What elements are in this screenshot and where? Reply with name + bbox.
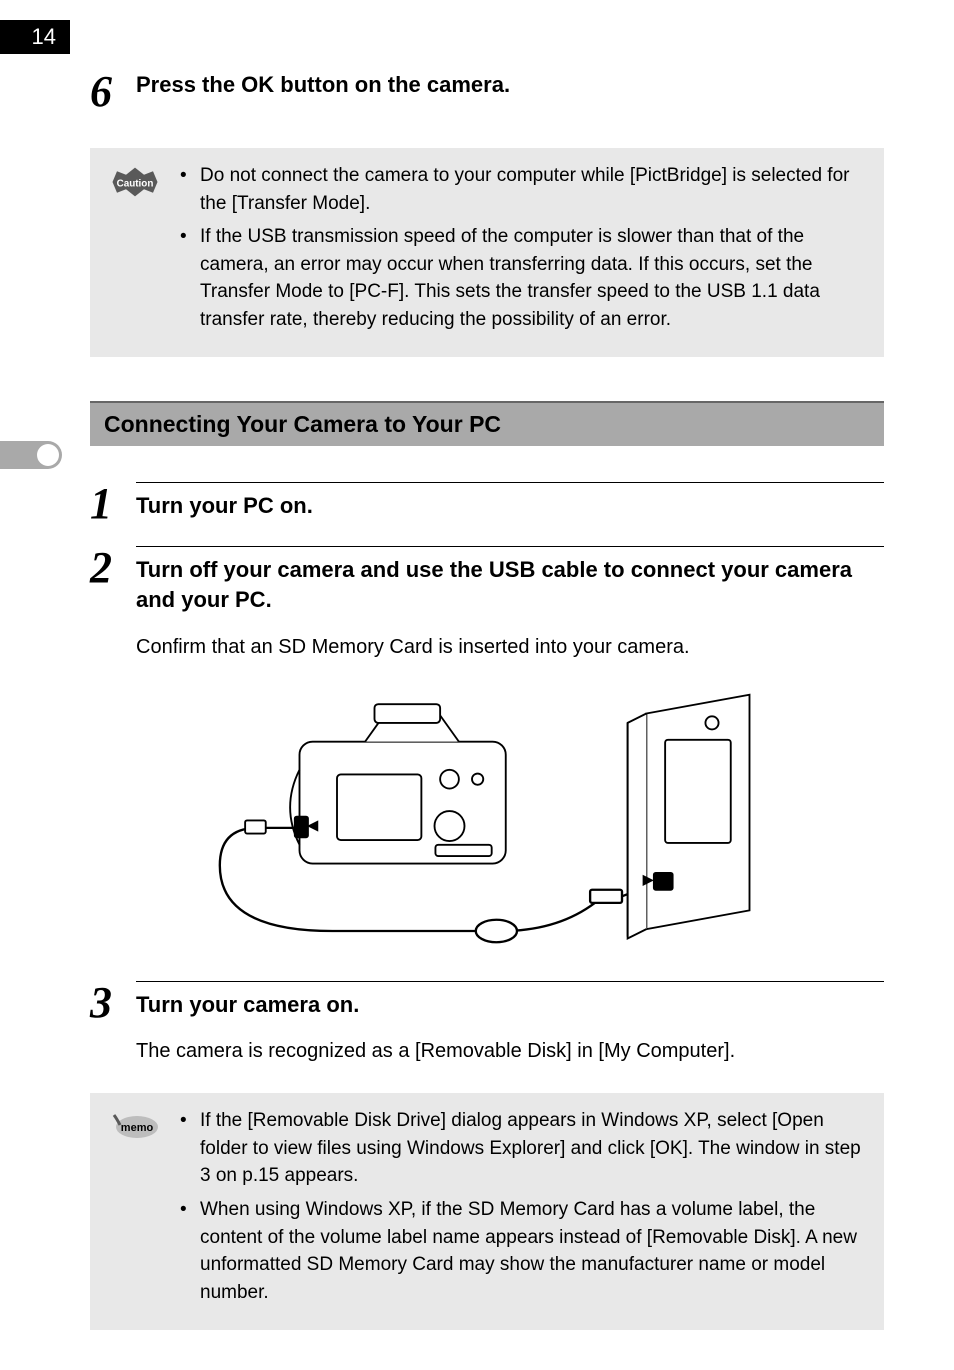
caution-icon: Caution — [108, 164, 162, 200]
step-title-before: Press the — [136, 72, 241, 97]
step-number: 3 — [90, 981, 136, 1025]
ok-label: OK — [241, 72, 274, 97]
memo-icon: memo — [110, 1109, 160, 1141]
step-text: The camera is recognized as a [Removable… — [136, 1037, 884, 1065]
caution-item: If the USB transmission speed of the com… — [180, 223, 862, 333]
memo-list: If the [Removable Disk Drive] dialog app… — [180, 1107, 862, 1312]
caution-list: Do not connect the camera to your comput… — [180, 162, 862, 339]
step-number: 2 — [90, 546, 136, 590]
side-index-tab — [0, 441, 62, 469]
step-3: 3 Turn your camera on. The camera is rec… — [90, 981, 884, 1066]
page-number: 14 — [0, 20, 70, 54]
step-6: 6 Press the OK button on the camera. — [90, 70, 884, 114]
manual-page: 14 6 Press the OK button on the camera. … — [0, 0, 954, 1370]
step-title: Turn your PC on. — [136, 491, 884, 521]
memo-item: When using Windows XP, if the SD Memory … — [180, 1196, 862, 1306]
step-title: Turn off your camera and use the USB cab… — [136, 555, 884, 614]
memo-item: If the [Removable Disk Drive] dialog app… — [180, 1107, 862, 1190]
step-text: Confirm that an SD Memory Card is insert… — [136, 633, 884, 661]
section-heading: Connecting Your Camera to Your PC — [90, 401, 884, 446]
step-title-after: button on the camera. — [274, 72, 510, 97]
svg-text:memo: memo — [121, 1122, 154, 1134]
memo-box: memo If the [Removable Disk Drive] dialo… — [90, 1093, 884, 1330]
step-1: 1 Turn your PC on. — [90, 482, 884, 526]
step-number: 6 — [90, 70, 136, 114]
svg-text:Caution: Caution — [117, 179, 154, 190]
connection-diagram — [90, 681, 884, 971]
caution-box: Caution Do not connect the camera to you… — [90, 148, 884, 357]
step-2: 2 Turn off your camera and use the USB c… — [90, 546, 884, 660]
caution-item: Do not connect the camera to your comput… — [180, 162, 862, 217]
step-number: 1 — [90, 482, 136, 526]
step-title: Turn your camera on. — [136, 990, 884, 1020]
step-title: Press the OK button on the camera. — [136, 70, 884, 100]
